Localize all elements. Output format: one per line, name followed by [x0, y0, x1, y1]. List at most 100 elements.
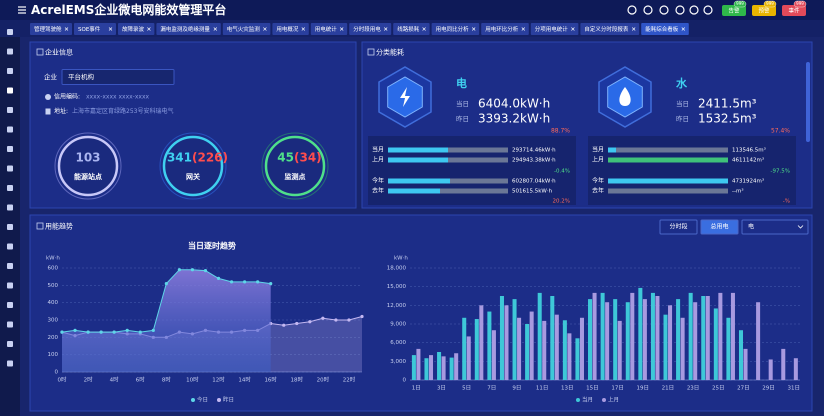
year-change: -%: [783, 199, 790, 205]
sidebar-icon[interactable]: [7, 224, 13, 230]
point: [138, 330, 142, 334]
tab[interactable]: [530, 23, 579, 35]
tab[interactable]: [118, 23, 155, 35]
sidebar-icon[interactable]: [7, 185, 13, 191]
tab[interactable]: [222, 23, 271, 35]
legend-label[interactable]: 昨日: [223, 396, 234, 404]
tab-close[interactable]: [383, 27, 388, 31]
badge-count: 999: [736, 1, 744, 6]
tab-close[interactable]: [263, 27, 267, 31]
tab-close[interactable]: [64, 27, 69, 31]
tab-close[interactable]: [571, 27, 575, 31]
chart-title: 当日逐时趋势: [188, 241, 236, 251]
tab-close[interactable]: [521, 27, 526, 31]
header-icon[interactable]: [689, 5, 699, 15]
tab-close[interactable]: [681, 27, 686, 31]
point: [99, 330, 103, 334]
sidebar-icon[interactable]: [7, 146, 13, 152]
tab[interactable]: [580, 23, 640, 35]
legend-label[interactable]: 当月: [582, 396, 593, 404]
day-change: 88.7%: [551, 128, 570, 135]
tab[interactable]: [30, 23, 72, 35]
tab[interactable]: [272, 23, 309, 35]
tab-close[interactable]: [471, 27, 476, 31]
sidebar-icon[interactable]: [7, 282, 13, 289]
tab[interactable]: [393, 23, 430, 35]
tab[interactable]: [349, 23, 392, 35]
point: [360, 314, 364, 319]
header-icon[interactable]: [643, 5, 653, 15]
bar: [479, 305, 484, 380]
x-tick-label: 17日: [611, 385, 624, 392]
tab[interactable]: [310, 23, 348, 35]
energy-name: 水: [676, 76, 688, 90]
tab[interactable]: [156, 23, 221, 35]
tab-close[interactable]: [108, 27, 113, 31]
bar: [428, 355, 434, 380]
tab[interactable]: [431, 23, 480, 35]
tab-close[interactable]: [213, 27, 218, 31]
badge[interactable]: [752, 5, 776, 16]
point: [216, 276, 221, 280]
bar: [738, 330, 744, 380]
bar: [642, 299, 647, 380]
sidebar-icon[interactable]: [7, 87, 13, 94]
address-icon: [45, 108, 51, 115]
bar: [701, 296, 706, 380]
badge[interactable]: [722, 5, 746, 16]
y-tick-label: 12,000: [387, 303, 407, 309]
sidebar-icon[interactable]: [7, 302, 13, 308]
trend-button[interactable]: [700, 219, 739, 235]
header-icon[interactable]: [703, 5, 713, 15]
tab-close[interactable]: [339, 27, 344, 31]
tab[interactable]: [481, 23, 529, 35]
menu-icon[interactable]: [18, 6, 26, 14]
x-tick-label: 23日: [687, 385, 700, 392]
stat-label: 网关: [186, 172, 200, 181]
x-tick-label: 3日: [437, 385, 446, 392]
legend-label[interactable]: 上月: [608, 396, 619, 404]
stat-label: 监测点: [285, 172, 306, 181]
sidebar-icon[interactable]: [7, 165, 13, 172]
sidebar-icon[interactable]: [7, 243, 13, 250]
header-icon[interactable]: [659, 5, 669, 15]
energy-name: 电: [456, 76, 467, 90]
bar: [579, 317, 584, 380]
sidebar-icon[interactable]: [7, 48, 13, 55]
tab[interactable]: [641, 23, 689, 35]
sidebar-icon[interactable]: [7, 341, 13, 347]
y-tick-label: 18,000: [387, 266, 407, 272]
trend-button[interactable]: [659, 219, 698, 235]
sidebar-icon[interactable]: [7, 126, 13, 133]
row-value: 113546.5m³: [732, 147, 766, 154]
y-tick-label: 0: [55, 370, 59, 376]
bar: [554, 314, 559, 380]
sidebar-icon[interactable]: [7, 360, 13, 367]
bar: [680, 317, 685, 380]
sidebar-icon[interactable]: [7, 68, 13, 74]
yesterday-value: 3393.2kW·h: [478, 112, 550, 126]
select-box[interactable]: [741, 219, 809, 235]
sidebar-icon[interactable]: [7, 204, 13, 211]
bar: [517, 317, 522, 380]
sidebar-icon[interactable]: [7, 321, 13, 328]
tab-close[interactable]: [631, 27, 636, 31]
legend-label[interactable]: 今日: [197, 396, 208, 404]
x-tick-label: 19日: [636, 385, 649, 392]
field-input[interactable]: [61, 69, 175, 85]
y-tick-label: 100: [48, 352, 59, 358]
header-icon[interactable]: [675, 5, 685, 15]
tab-close[interactable]: [147, 27, 151, 31]
tab[interactable]: [74, 23, 116, 35]
scrollbar[interactable]: [806, 62, 810, 142]
sidebar-icon[interactable]: [7, 107, 13, 113]
tab-close[interactable]: [301, 27, 306, 31]
bar: [793, 358, 798, 380]
sidebar-icon[interactable]: [7, 29, 13, 35]
header-icon[interactable]: [627, 5, 637, 15]
row-bar-bg: [608, 188, 728, 194]
sidebar-icon[interactable]: [7, 263, 13, 269]
badge[interactable]: [782, 5, 806, 16]
tab-close[interactable]: [422, 27, 426, 31]
bar: [718, 292, 723, 380]
